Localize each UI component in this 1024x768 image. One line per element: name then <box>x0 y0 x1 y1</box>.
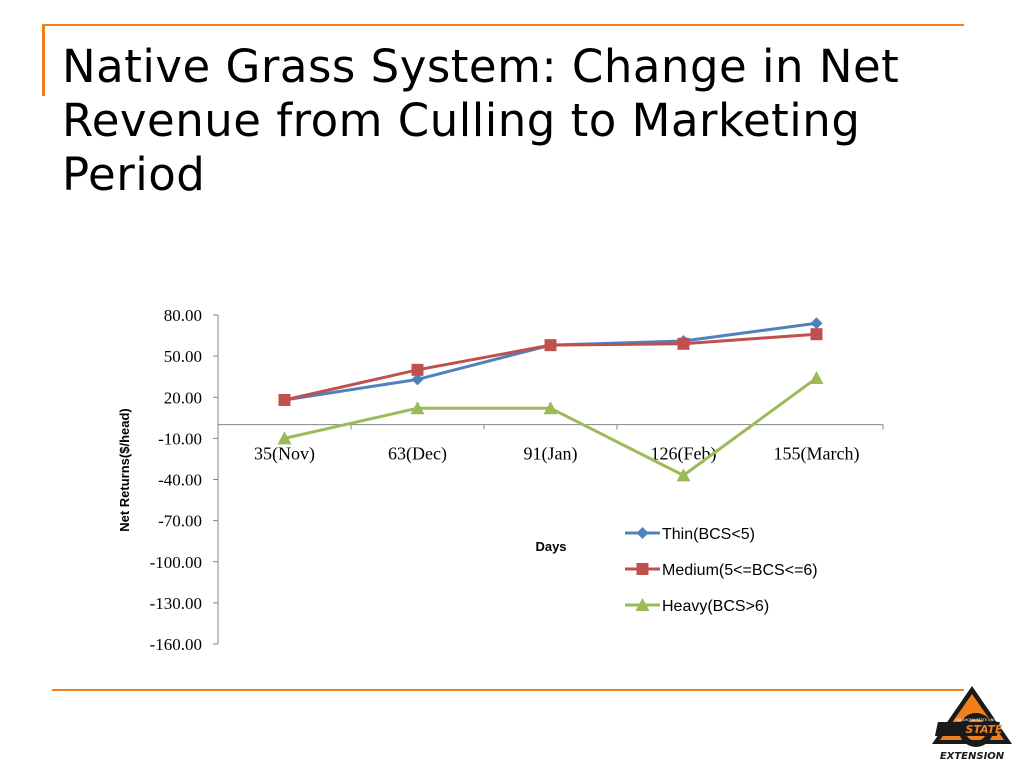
data-point-diamond <box>810 317 823 330</box>
chart-legend: Thin(BCS<5) Medium(5<=BCS<=6) Heavy(BCS>6) <box>625 526 818 615</box>
data-point-square <box>411 363 424 376</box>
x-tick-label: 35(Nov) <box>254 444 315 465</box>
data-point-triangle <box>676 468 691 482</box>
y-tick-label: 50.00 <box>164 347 202 366</box>
data-point-square <box>636 563 649 575</box>
x-tick-label: 91(Jan) <box>524 444 578 465</box>
y-tick-label: -160.00 <box>150 635 202 654</box>
slide-title: Native Grass System: Change in Net Reven… <box>62 40 900 201</box>
x-tick-labels: 35(Nov) 63(Dec) 91(Jan) 126(Feb) 155(March) <box>254 444 859 465</box>
data-point-square <box>677 337 690 350</box>
x-tick-label: 63(Dec) <box>388 444 447 465</box>
data-point-square <box>278 393 291 406</box>
svg-text:OKLAHOMA STATE UNIVERSITY: OKLAHOMA STATE UNIVERSITY <box>955 718 1010 722</box>
data-point-triangle <box>543 401 558 415</box>
data-point-square <box>810 328 823 341</box>
y-tick-label: -100.00 <box>150 553 202 572</box>
series-line <box>284 321 817 402</box>
osu-extension-logo: STATE OKLAHOMA STATE UNIVERSITY EXTENSIO… <box>932 686 1012 762</box>
y-tick-label: -130.00 <box>150 594 202 613</box>
title-left-rule <box>42 24 45 96</box>
data-point-diamond <box>411 373 424 386</box>
data-point-square <box>544 339 557 352</box>
x-axis-label: Days <box>535 539 566 554</box>
y-tick-label: -70.00 <box>158 512 202 531</box>
y-tick-labels: 80.00 50.00 20.00 -10.00 -40.00 -70.00 -100.00… <box>150 306 202 654</box>
data-point-diamond <box>636 527 649 539</box>
svg-text:STATE: STATE <box>965 723 1003 736</box>
footer-rule <box>52 689 964 691</box>
y-tick-label: 20.00 <box>164 388 202 407</box>
line-chart: 80.00 50.00 20.00 -10.00 -40.00 -70.00 -100.00… <box>117 306 884 654</box>
series-markers <box>277 317 824 482</box>
legend-label: Thin(BCS<5) <box>662 526 755 543</box>
title-top-rule <box>42 24 964 26</box>
y-tick-label: -40.00 <box>158 471 202 490</box>
x-tick-label: 155(March) <box>774 444 860 465</box>
chart-axes <box>213 314 884 645</box>
data-point-triangle <box>809 371 824 385</box>
data-point-triangle <box>410 401 425 415</box>
legend-label: Medium(5<=BCS<=6) <box>662 562 818 579</box>
y-tick-label: 80.00 <box>164 306 202 325</box>
x-tick-label: 126(Feb) <box>651 444 717 465</box>
svg-text:EXTENSION: EXTENSION <box>940 751 1005 762</box>
legend-label: Heavy(BCS>6) <box>662 598 769 615</box>
data-point-triangle <box>277 431 292 445</box>
data-point-triangle <box>635 598 650 611</box>
y-axis-label: Net Returns($/head) <box>117 408 132 532</box>
y-tick-label: -10.00 <box>158 429 202 448</box>
